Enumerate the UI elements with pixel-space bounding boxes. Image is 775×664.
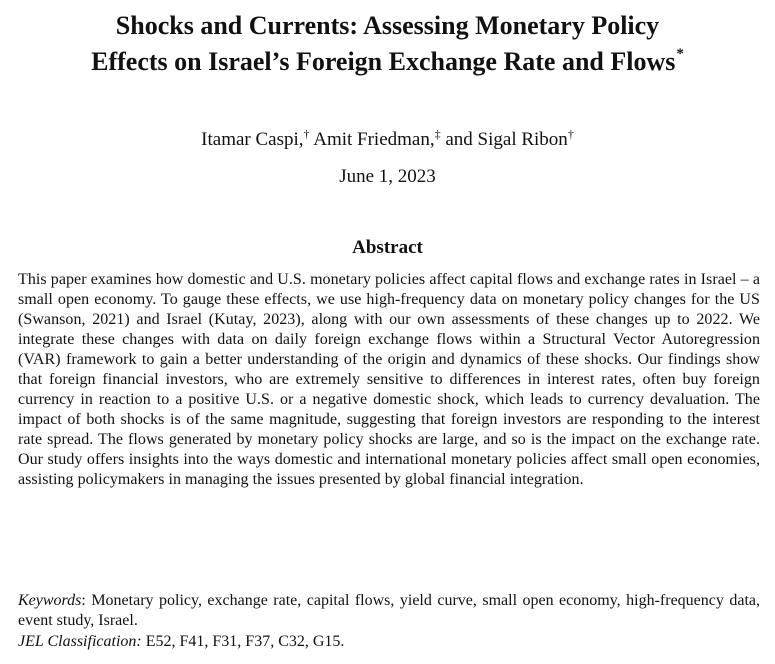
title-line-2: Effects on Israel’s Foreign Exchange Rat… [0, 44, 775, 80]
keywords-label: Keywords [18, 592, 82, 609]
author-footnote-mark: † [303, 127, 310, 141]
jel-classification-line: JEL Classification: E52, F41, F31, F37, … [18, 632, 760, 652]
author-footnote-mark: † [567, 127, 574, 141]
author-list: Itamar Caspi,† Amit Friedman,‡ and Sigal… [0, 127, 775, 153]
title-line-1: Shocks and Currents: Assessing Monetary … [115, 11, 660, 40]
paper-date: June 1, 2023 [339, 166, 436, 187]
title-footnote-mark: * [676, 46, 684, 62]
keywords-line: Keywords: Monetary policy, exchange rate… [18, 591, 760, 631]
jel-label: JEL Classification: [18, 633, 142, 650]
author-name: Itamar Caspi, [201, 129, 304, 150]
abstract-heading: Abstract [352, 237, 423, 258]
abstract-body: This paper examines how domestic and U.S… [18, 271, 760, 488]
author-name: Amit Friedman, [309, 129, 435, 150]
author-name: and Sigal Ribon [440, 129, 568, 150]
author-footnote-mark: ‡ [434, 127, 441, 141]
paper-title: Shocks and Currents: Assessing Monetary … [0, 8, 775, 80]
jel-codes: E52, F41, F31, F37, C32, G15. [141, 633, 345, 650]
keywords-text: : Monetary policy, exchange rate, capita… [18, 592, 760, 629]
title-line-2-text: Effects on Israel’s Foreign Exchange Rat… [91, 47, 676, 76]
